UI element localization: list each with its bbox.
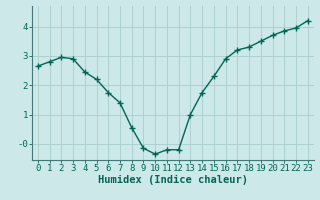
X-axis label: Humidex (Indice chaleur): Humidex (Indice chaleur) (98, 175, 248, 185)
